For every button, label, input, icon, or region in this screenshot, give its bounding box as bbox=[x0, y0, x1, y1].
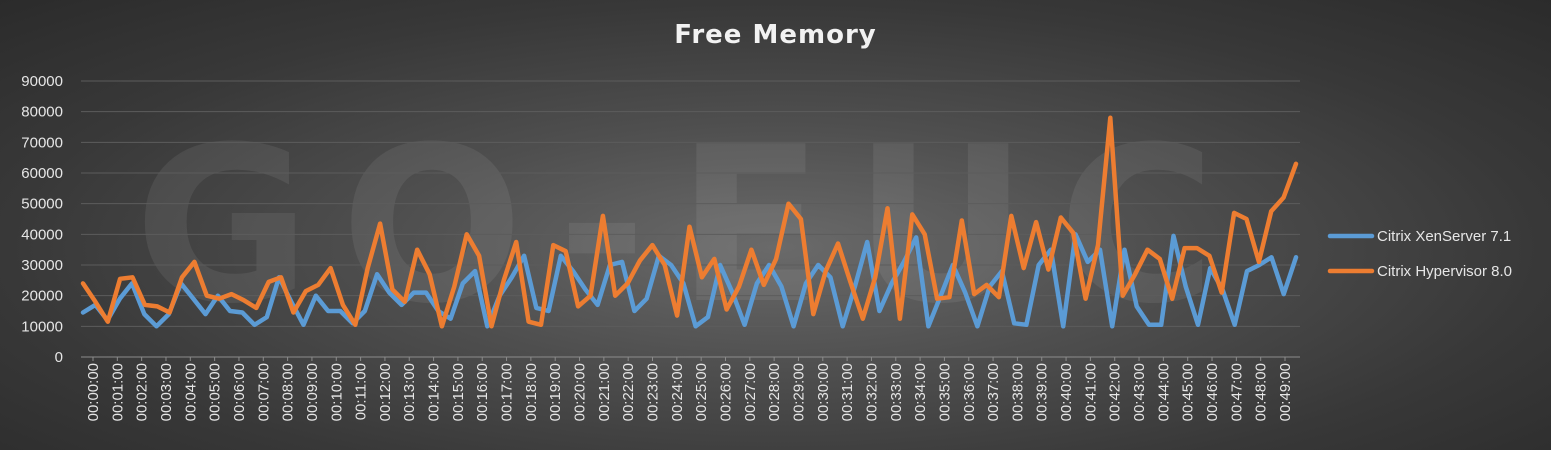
legend: Citrix XenServer 7.1 Citrix Hypervisor 8.… bbox=[1327, 228, 1512, 280]
x-tick-label: 00:16:00 bbox=[474, 363, 491, 421]
x-tick-label: 00:00:00 bbox=[85, 363, 102, 421]
x-tick-label: 00:04:00 bbox=[182, 363, 199, 421]
x-tick-label: 00:19:00 bbox=[547, 363, 564, 421]
x-tick-label: 00:01:00 bbox=[109, 363, 126, 421]
x-tick-label: 00:09:00 bbox=[304, 363, 321, 421]
x-tick-label: 00:47:00 bbox=[1228, 363, 1245, 421]
x-tick-label: 00:40:00 bbox=[1058, 363, 1075, 421]
x-tick-label: 00:28:00 bbox=[766, 363, 783, 421]
x-tick-label: 00:03:00 bbox=[158, 363, 175, 421]
x-tick-label: 00:37:00 bbox=[985, 363, 1002, 421]
x-tick-label: 00:13:00 bbox=[401, 363, 418, 421]
x-tick-label: 00:41:00 bbox=[1082, 363, 1099, 421]
x-tick-label: 00:21:00 bbox=[596, 363, 613, 421]
x-tick-label: 00:24:00 bbox=[669, 363, 686, 421]
x-tick-label: 00:12:00 bbox=[377, 363, 394, 421]
x-tick-label: 00:05:00 bbox=[207, 363, 224, 421]
x-tick-label: 00:38:00 bbox=[1009, 363, 1026, 421]
y-tick-label: 60000 bbox=[21, 165, 63, 182]
x-tick-label: 00:27:00 bbox=[742, 363, 759, 421]
gridlines bbox=[81, 80, 1300, 358]
x-tick-label: 00:02:00 bbox=[134, 363, 151, 421]
y-tick-label: 40000 bbox=[21, 226, 63, 243]
x-tick-label: 00:23:00 bbox=[645, 363, 662, 421]
x-tick-label: 00:33:00 bbox=[888, 363, 905, 421]
x-tick-label: 00:11:00 bbox=[353, 363, 370, 420]
y-tick-label: 90000 bbox=[21, 73, 63, 90]
x-tick-label: 00:26:00 bbox=[717, 363, 734, 421]
series-lines bbox=[80, 115, 1299, 329]
y-tick-label: 30000 bbox=[21, 257, 63, 274]
x-tick-label: 00:46:00 bbox=[1204, 363, 1221, 421]
x-tick-label: 00:32:00 bbox=[863, 363, 880, 421]
x-tick-label: 00:35:00 bbox=[936, 363, 953, 421]
x-tick-label: 00:06:00 bbox=[231, 363, 248, 421]
x-tick-label: 00:36:00 bbox=[961, 363, 978, 421]
x-tick-label: 00:15:00 bbox=[450, 363, 467, 421]
x-tick-label: 00:17:00 bbox=[499, 363, 516, 421]
x-tick-label: 00:49:00 bbox=[1277, 363, 1294, 421]
x-tick-label: 00:08:00 bbox=[280, 363, 297, 421]
x-tick-label: 00:44:00 bbox=[1155, 363, 1172, 421]
x-tick-label: 00:29:00 bbox=[790, 363, 807, 421]
y-tick-label: 80000 bbox=[21, 104, 63, 121]
x-tick-label: 00:22:00 bbox=[620, 363, 637, 421]
y-tick-label: 70000 bbox=[21, 134, 63, 151]
x-axis: 00:00:00 00:01:00 00:02:00 00:03:00 00:04:00… bbox=[85, 357, 1294, 421]
legend-label: Citrix XenServer 7.1 bbox=[1377, 228, 1511, 245]
x-tick-label: 00:42:00 bbox=[1107, 363, 1124, 421]
x-tick-label: 00:30:00 bbox=[815, 363, 832, 421]
x-tick-label: 00:34:00 bbox=[912, 363, 929, 421]
x-tick-label: 00:43:00 bbox=[1131, 363, 1148, 421]
legend-label: Citrix Hypervisor 8.0 bbox=[1377, 263, 1512, 280]
x-tick-label: 00:39:00 bbox=[1034, 363, 1051, 421]
x-tick-label: 00:07:00 bbox=[255, 363, 272, 421]
y-tick-label: 20000 bbox=[21, 288, 63, 305]
y-axis: 0 10000 20000 30000 40000 50000 60000 70000 8000… bbox=[21, 73, 63, 366]
chart-title: Free Memory bbox=[674, 20, 877, 50]
x-tick-label: 00:31:00 bbox=[839, 363, 856, 421]
y-tick-label: 50000 bbox=[21, 196, 63, 213]
y-tick-label: 0 bbox=[55, 349, 63, 366]
x-tick-label: 00:10:00 bbox=[328, 363, 345, 421]
x-tick-label: 00:45:00 bbox=[1180, 363, 1197, 421]
x-tick-label: 00:14:00 bbox=[426, 363, 443, 421]
x-tick-label: 00:25:00 bbox=[693, 363, 710, 421]
x-tick-label: 00:18:00 bbox=[523, 363, 540, 421]
x-tick-label: 00:48:00 bbox=[1253, 363, 1270, 421]
x-tick-label: 00:20:00 bbox=[572, 363, 589, 421]
y-tick-label: 10000 bbox=[21, 318, 63, 335]
series-line bbox=[80, 115, 1299, 329]
